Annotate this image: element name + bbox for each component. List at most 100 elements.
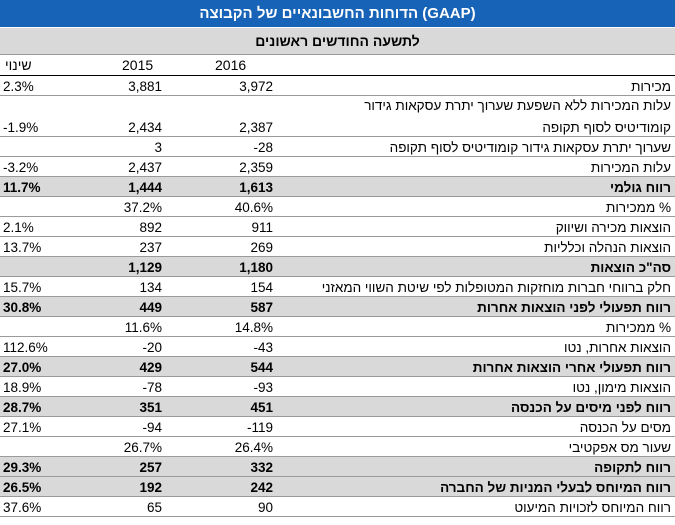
cell-2016: 40.6% [234,200,273,215]
cell-2015: 351 [139,400,162,415]
table-row: 37.6% 65 90 רווח המיוחס לזכויות המיעוט [0,497,675,517]
row-label: הוצאות מכירה ושיווק [555,220,671,235]
cell-2015: -78 [142,380,162,395]
table-row: 2.1% 892 911 הוצאות מכירה ושיווק [0,217,675,237]
cell-change: 27.1% [3,420,42,435]
table-subtitle: לתשעה החודשים ראשונים [0,28,675,55]
cell-2015: 3,881 [128,79,162,94]
cell-2015: 26.7% [123,440,162,455]
table-row: 28.7% 351 451 רווח לפני מיסים על הכנסה [0,397,675,417]
row-label: שערוך יתרת עסקאות גידור קומודיטיס לסוף ת… [389,140,671,155]
row-label: רווח לפני מיסים על הכנסה [511,400,671,415]
cell-change: 112.6% [3,340,48,355]
cell-change: 15.7% [3,280,42,295]
table-row: 2.3% 3,881 3,972 מכירות [0,76,675,96]
row-label: חלק ברווחי חברות מוחזקות המטופלות לפי שי… [321,280,671,295]
cell-change: 29.3% [3,460,42,475]
row-label: מסים על הכנסה [579,420,671,435]
row-label-line1: עלות המכירות ללא השפעת שערוך יתרת עסקאות… [364,98,671,113]
cell-2016: 451 [250,400,273,415]
row-label: הוצאות אחרות, נטו [564,340,671,355]
column-header-2015: 2015 [122,57,154,73]
cell-2016: -119 [246,420,273,435]
table-row: 3 -28 שערוך יתרת עסקאות גידור קומודיטיס לס… [0,137,675,157]
cell-2016: 2,387 [239,120,273,135]
cell-2016: 911 [251,220,273,235]
cell-2015: 1,444 [128,180,162,195]
cell-2015: 257 [139,460,162,475]
row-label: רווח לתקופה [594,460,671,475]
table-title: הדוחות החשבונאיים של הקבוצה (GAAP) [0,0,675,28]
cell-2015: 449 [139,300,162,315]
table-row: 11.6% 14.8% % ממכירות [0,317,675,337]
cell-2015: 237 [139,240,162,255]
cell-2015: 65 [146,500,162,515]
cell-change: 11.7% [3,180,41,195]
cell-change: 13.7% [3,240,42,255]
row-label: רווח תפעולי אחרי הוצאות אחרות [472,360,671,375]
cell-2016: 332 [250,460,273,475]
table-row: 27.1% -94 -119 מסים על הכנסה [0,417,675,437]
cell-change: 30.8% [3,300,42,315]
cell-2016: 587 [250,300,273,315]
cell-2015: 11.6% [124,320,162,335]
column-header-2016: 2016 [215,57,247,73]
cell-2016: -93 [253,380,273,395]
row-label-line2: קומודיטיס לסוף תקופה [542,120,671,135]
cell-change: 37.6% [3,500,42,515]
row-label: עלות המכירות [590,160,671,175]
cell-change: 27.0% [3,360,42,375]
row-label: מכירות [631,79,671,94]
cell-2015: 429 [139,360,162,375]
table-row: 37.2% 40.6% % ממכירות [0,197,675,217]
cell-2016: -28 [253,140,273,155]
cell-change: 2.1% [3,220,34,235]
cell-2016: 269 [250,240,273,255]
cell-change: 26.5% [3,480,42,495]
table-row: 18.9% -78 -93 הוצאות מימון, נטו [0,377,675,397]
cell-2015: -94 [142,420,162,435]
cell-2015: 134 [139,280,162,295]
cell-2015: 192 [139,480,162,495]
row-label: רווח גולמי [610,180,671,195]
row-label: % ממכירות [606,200,671,215]
cell-2016: 1,180 [239,260,273,275]
cell-2016: 2,359 [239,160,273,175]
cell-2016: -43 [253,340,273,355]
table-row: 30.8% 449 587 רווח תפעולי לפני הוצאות אחרות [0,297,675,317]
cell-2015: 1,129 [128,260,162,275]
row-label: סה"כ הוצאות [590,260,671,275]
cell-2016: 26.4% [234,440,273,455]
table-row: -1.9% 2,434 2,387 קומודיטיס לסוף תקופה עלות … [0,96,675,137]
row-label: הוצאות מימון, נטו [572,380,671,395]
cell-2015: -20 [142,340,162,355]
cell-2015: 3 [154,140,162,155]
cell-2016: 154 [250,280,273,295]
table-row: 1,129 1,180 סה"כ הוצאות [0,257,675,277]
cell-2016: 3,972 [239,79,273,94]
cell-2015: 2,437 [128,160,162,175]
cell-2016: 1,613 [239,180,273,195]
table-row: 11.7% 1,444 1,613 רווח גולמי [0,177,675,197]
row-label: רווח המיוחס לבעלי המניות של החברה [440,480,671,495]
table-row: 15.7% 134 154 חלק ברווחי חברות מוחזקות המטו… [0,277,675,297]
cell-2016: 544 [250,360,273,375]
cell-2016: 14.8% [234,320,273,335]
cell-2015: 37.2% [123,200,162,215]
column-header-change: שינוי [5,57,32,73]
cell-change: -3.2% [3,160,39,175]
cell-2016: 242 [250,480,273,495]
table-row: 26.7% 26.4% שעור מס אפקטיבי [0,437,675,457]
cell-change: 28.7% [3,400,42,415]
row-label: רווח המיוחס לזכויות המיעוט [514,500,671,515]
table-row: 13.7% 237 269 הוצאות הנהלה וכלליות [0,237,675,257]
row-label: % ממכירות [606,320,671,335]
row-label: שעור מס אפקטיבי [568,440,671,455]
table-row: 112.6% -20 -43 הוצאות אחרות, נטו [0,337,675,357]
cell-2015: 892 [139,220,162,235]
row-label: רווח תפעולי לפני הוצאות אחרות [477,300,671,315]
row-label: הוצאות הנהלה וכלליות [544,240,671,255]
column-header-row: שינוי 2015 2016 [0,55,675,76]
cell-change: 18.9% [3,380,42,395]
